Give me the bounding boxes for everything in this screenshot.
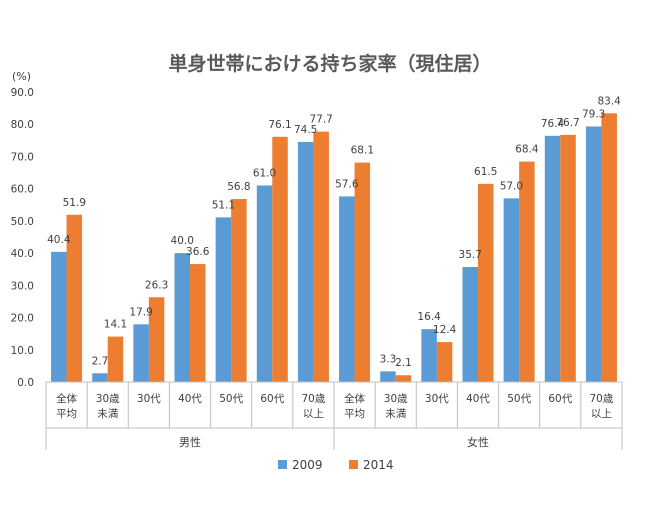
bar-2014 (190, 264, 206, 382)
data-label: 61.5 (474, 166, 497, 178)
data-label: 17.9 (129, 306, 152, 318)
bar-2009 (51, 251, 67, 382)
data-label: 79.3 (582, 108, 605, 120)
bar-2014 (107, 336, 124, 382)
bar-2014 (395, 375, 412, 382)
y-tick-label: 70.0 (11, 151, 34, 163)
bar-2009 (92, 373, 108, 382)
bar-2014 (519, 161, 535, 382)
bar-2014 (436, 342, 453, 382)
legend: 2009 2014 (278, 458, 394, 472)
category-label: 30歳未満 (384, 393, 408, 420)
bar-2009 (462, 266, 478, 382)
data-label: 77.7 (309, 114, 332, 126)
bar-2014 (148, 297, 165, 382)
bar-2014 (66, 214, 83, 382)
bar-2014 (231, 198, 247, 382)
bar-2014 (272, 136, 288, 382)
y-tick-label: 10.0 (11, 345, 34, 357)
legend-swatch (349, 460, 358, 469)
group-label: 女性 (467, 435, 489, 449)
axes (45, 381, 623, 450)
bar-2009 (503, 198, 520, 382)
category-label: 60代 (548, 393, 572, 405)
category-label: 60代 (260, 393, 284, 405)
bar-2009 (174, 253, 190, 382)
bar-2009 (380, 371, 396, 382)
legend-label: 2014 (363, 458, 394, 472)
group-labels: 男性 女性 (179, 435, 489, 449)
bar-2009 (256, 185, 273, 382)
bar-2014 (601, 113, 617, 383)
data-label: 76.4 (541, 118, 565, 130)
bar-2014 (354, 162, 371, 382)
legend-label: 2009 (292, 458, 323, 472)
data-label: 26.3 (145, 279, 168, 291)
data-label: 76.7 (556, 117, 579, 129)
category-label: 70歳以上 (589, 393, 613, 420)
data-label: 56.8 (227, 181, 250, 193)
bar-2009 (339, 196, 355, 382)
data-label: 51.1 (212, 199, 235, 211)
y-tick-label: 20.0 (11, 313, 34, 325)
category-label: 全体平均 (56, 392, 77, 420)
data-label: 40.0 (171, 235, 194, 247)
data-label: 40.4 (47, 234, 71, 246)
data-label: 2.7 (92, 355, 109, 367)
bar-2009 (297, 141, 314, 382)
data-label: 83.4 (597, 95, 621, 107)
data-label: 57.6 (335, 178, 359, 190)
data-labels: 40.451.92.714.117.926.340.036.651.156.86… (47, 95, 621, 369)
category-label: 30歳未満 (96, 393, 120, 420)
bars (51, 113, 617, 383)
bar-2009 (585, 126, 602, 382)
data-label: 12.4 (433, 324, 457, 336)
data-label: 61.0 (253, 167, 276, 179)
data-label: 57.0 (500, 180, 523, 192)
bar-2009 (421, 329, 437, 382)
data-label: 36.6 (186, 246, 210, 258)
category-label: 30代 (137, 393, 161, 405)
data-label: 68.4 (515, 144, 539, 156)
category-label: 40代 (178, 393, 202, 405)
category-label: 50代 (219, 393, 243, 405)
legend-swatch (278, 460, 287, 469)
y-axis-unit: (%) (12, 70, 31, 83)
y-tick-label: 60.0 (11, 184, 34, 196)
y-tick-label: 40.0 (11, 248, 34, 260)
data-label: 3.3 (380, 353, 397, 365)
data-label: 68.1 (351, 145, 374, 157)
bar-2009 (544, 135, 561, 382)
y-tick-label: 30.0 (11, 280, 34, 292)
data-label: 76.1 (268, 119, 291, 131)
data-label: 14.1 (104, 319, 127, 331)
y-tick-label: 0.0 (17, 377, 34, 389)
data-label: 35.7 (459, 249, 482, 261)
category-label: 50代 (507, 393, 531, 405)
bar-2009 (215, 217, 232, 382)
y-tick-label: 90.0 (11, 87, 34, 99)
data-label: 2.1 (395, 357, 412, 369)
bar-2014 (560, 134, 576, 382)
y-tick-label: 80.0 (11, 119, 34, 131)
bar-2009 (133, 324, 149, 382)
data-label: 74.5 (294, 124, 317, 136)
bar-2014 (313, 131, 329, 382)
data-label: 51.9 (63, 197, 86, 209)
y-tick-label: 50.0 (11, 216, 34, 228)
category-label: 30代 (425, 393, 449, 405)
bar-2014 (478, 183, 494, 382)
category-label: 全体平均 (344, 392, 365, 420)
category-label: 40代 (466, 393, 490, 405)
y-axis-ticks: 0.0 10.0 20.0 30.0 40.0 50.0 60.0 70.0 80.0 90.0 (11, 87, 34, 389)
group-label: 男性 (179, 435, 201, 449)
category-label: 70歳以上 (301, 393, 325, 420)
data-label: 16.4 (417, 311, 441, 323)
chart-title: 単身世帯における持ち家率（現住居） (168, 52, 491, 75)
